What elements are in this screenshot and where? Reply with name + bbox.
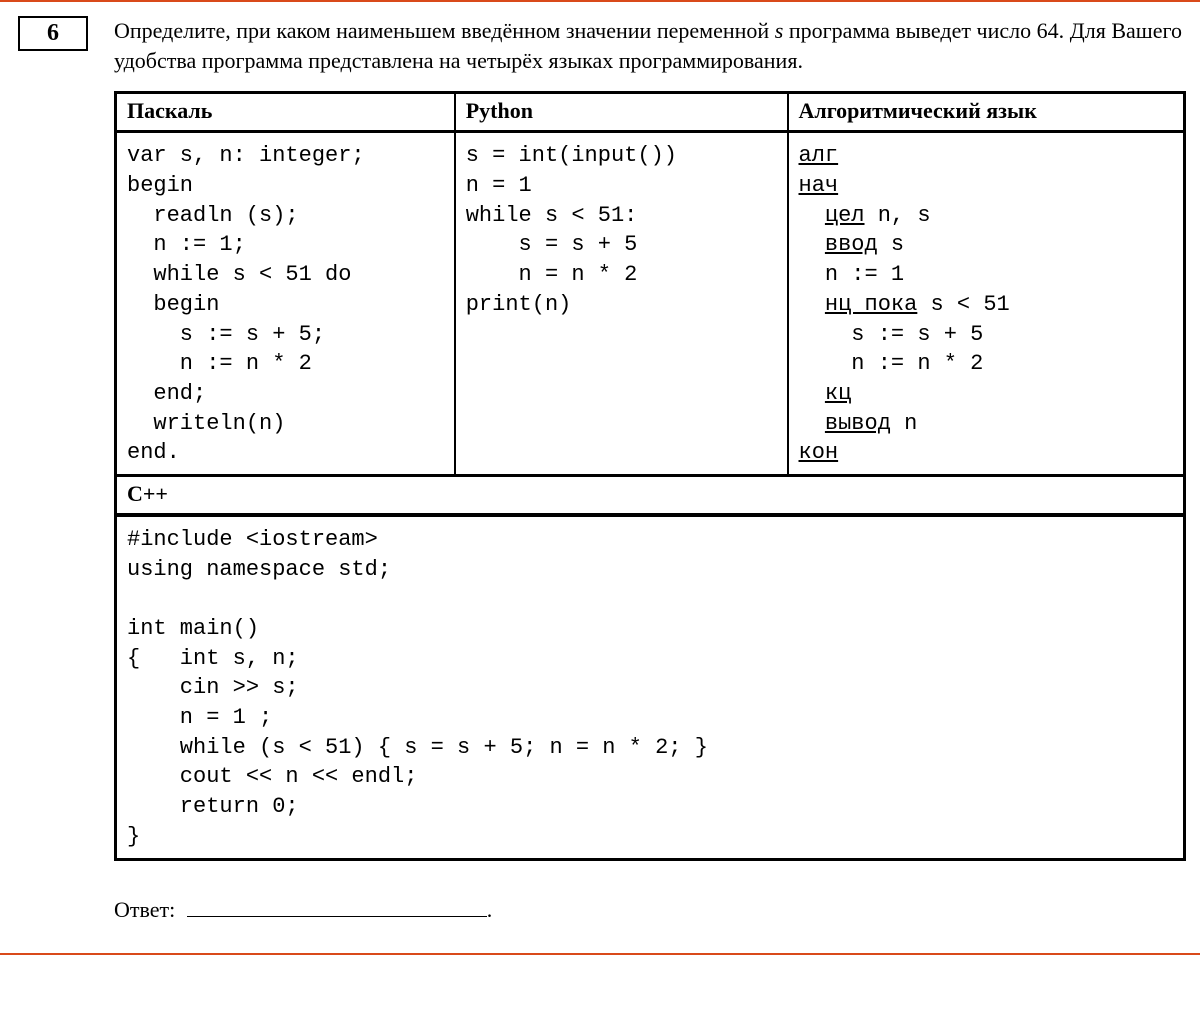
alg-kw-alg: алг [799,143,839,168]
alg-kw-kts: кц [825,381,851,406]
question-header: 6 Определите, при каком наименьшем введё… [18,16,1182,75]
answer-blank-line[interactable] [187,895,487,917]
alg-body2: n := n * 2 [799,351,984,376]
header-pascal: Паскаль [116,93,455,132]
prompt-text-1: Определите, при каком наименьшем введённ… [114,18,775,43]
header-cpp: С++ [116,475,1184,515]
code-pascal: var s, n: integer; begin readln (s); n :… [127,141,444,468]
alg-vyvod-rest: n [891,411,917,436]
cell-alg: алг нач цел n, s ввод s n := 1 нц пока s… [788,132,1185,475]
top-accent-border [0,0,1200,2]
alg-kw-nts-poka: нц пока [825,292,917,317]
alg-vvod-rest: s [878,232,904,257]
code-python: s = int(input()) n = 1 while s < 51: s =… [466,141,777,319]
answer-row: Ответ: . [114,895,1182,923]
alg-body1: s := s + 5 [799,322,984,347]
alg-cond-rest: s < 51 [917,292,1009,317]
alg-decl-rest: n, s [865,203,931,228]
cell-cpp: #include <iostream> using namespace std;… [116,515,1184,859]
question-prompt: Определите, при каком наименьшем введённ… [114,16,1182,75]
alg-kw-vvod: ввод [825,232,878,257]
answer-period: . [487,897,493,922]
header-python: Python [455,93,788,132]
header-alg: Алгоритмический язык [788,93,1185,132]
code-table: Паскаль Python Алгоритмический язык var … [114,91,1186,860]
alg-assign1: n := 1 [799,262,905,287]
cell-python: s = int(input()) n = 1 while s < 51: s =… [455,132,788,475]
alg-kw-nach: нач [799,173,839,198]
code-alg: алг нач цел n, s ввод s n := 1 нц пока s… [799,141,1174,468]
code-cpp: #include <iostream> using namespace std;… [127,525,1173,852]
bottom-accent-border [0,953,1200,955]
alg-kw-tsel: цел [825,203,865,228]
alg-kw-vyvod: вывод [825,411,891,436]
answer-label: Ответ: [114,897,175,922]
cell-pascal: var s, n: integer; begin readln (s); n :… [116,132,455,475]
question-number-box: 6 [18,16,88,51]
alg-kw-kon: кон [799,440,839,465]
